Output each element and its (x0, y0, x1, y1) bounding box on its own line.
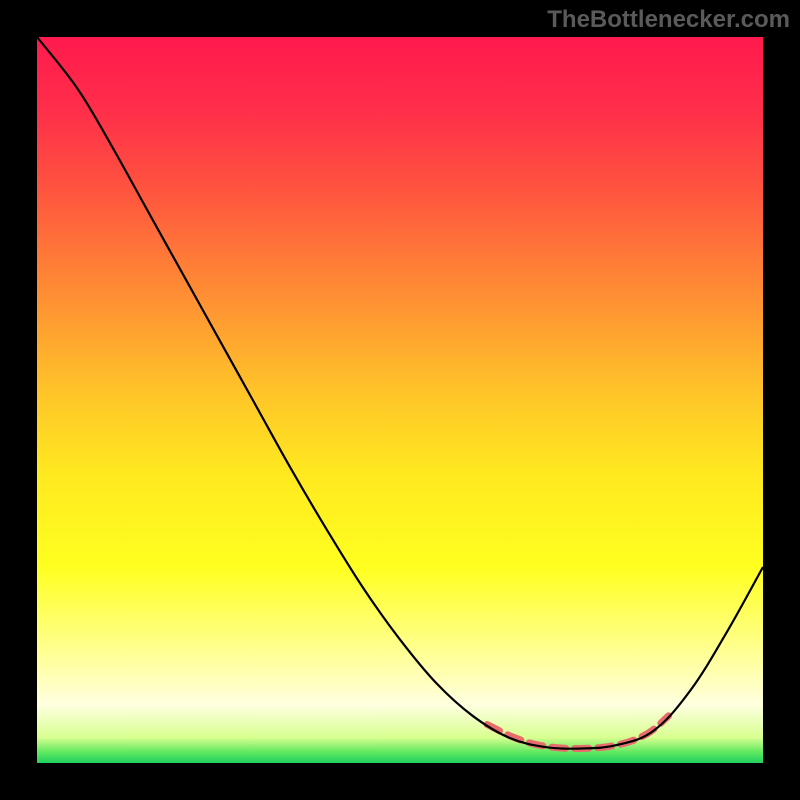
highlight-path (487, 716, 669, 749)
main-curve-path (37, 37, 763, 749)
plot-area (37, 37, 763, 763)
curve-svg (37, 37, 763, 763)
chart-container: TheBottlenecker.com (0, 0, 800, 800)
watermark-text: TheBottlenecker.com (547, 6, 790, 34)
